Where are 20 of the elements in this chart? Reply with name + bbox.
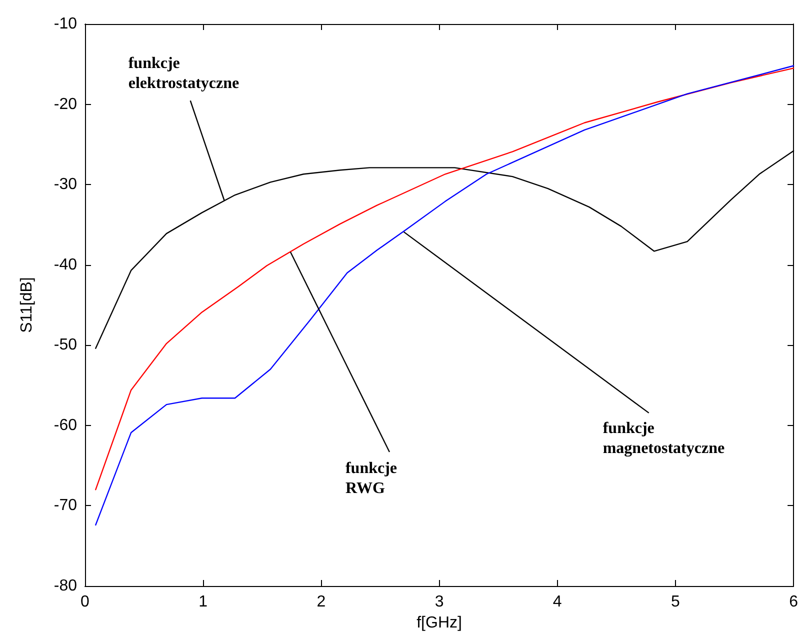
- y-axis-title: S11[dB]: [18, 277, 36, 333]
- y-tick-label: -30: [54, 176, 78, 194]
- y-tick-label: -50: [54, 336, 78, 354]
- x-tick-label: 4: [552, 594, 562, 610]
- x-tick-label: 6: [789, 594, 798, 610]
- x-tick-label: 5: [671, 594, 680, 610]
- annotation: funkcje magnetostatyczne: [602, 418, 725, 459]
- y-tick-label: -10: [54, 16, 78, 32]
- annotation: funkcje RWG: [345, 459, 398, 499]
- y-tick-label: -80: [54, 578, 78, 594]
- x-axis-title: f[GHz]: [416, 614, 462, 632]
- y-tick-label: -60: [54, 416, 78, 434]
- x-tick-label: 1: [198, 594, 208, 610]
- x-tick-label: 3: [434, 594, 444, 610]
- y-tick-label: -20: [54, 96, 78, 113]
- annotation: funkcje elektrostatyczne: [128, 54, 240, 94]
- y-tick-label: -40: [54, 256, 78, 274]
- y-tick-label: -70: [54, 497, 78, 514]
- x-tick-label: 0: [80, 594, 90, 610]
- x-tick-label: 2: [316, 594, 326, 610]
